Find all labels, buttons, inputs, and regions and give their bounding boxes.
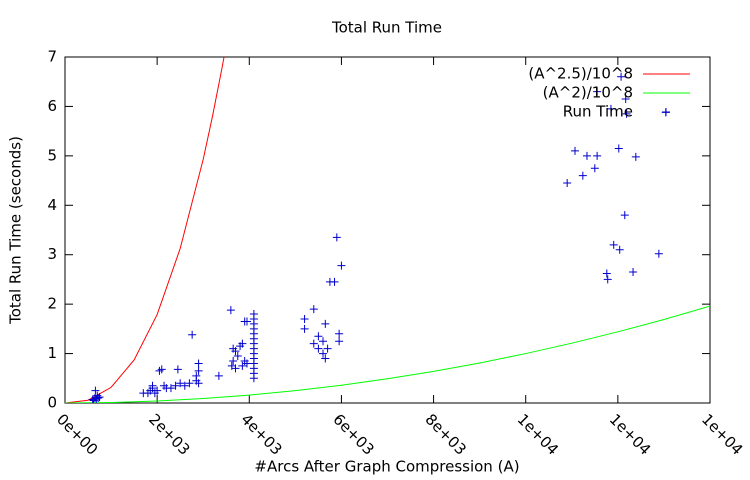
data-point xyxy=(238,361,247,370)
data-point xyxy=(176,379,185,388)
data-point xyxy=(180,381,189,390)
data-point xyxy=(91,386,100,395)
data-point xyxy=(231,364,240,373)
x-tick-label: 1e+04 xyxy=(514,410,562,458)
data-point xyxy=(332,233,341,242)
data-point xyxy=(319,337,327,346)
data-point xyxy=(319,349,327,358)
data-point xyxy=(609,240,618,249)
data-point xyxy=(603,275,612,284)
data-point xyxy=(249,310,258,319)
data-point xyxy=(335,337,344,346)
function-line xyxy=(65,305,710,403)
data-point xyxy=(654,249,663,258)
data-point xyxy=(242,359,251,368)
data-point xyxy=(602,269,611,278)
data-point xyxy=(323,344,332,353)
data-point xyxy=(300,314,309,323)
data-point xyxy=(314,332,323,341)
x-tick-label: 2e+03 xyxy=(145,410,193,458)
data-point xyxy=(314,344,323,353)
data-point xyxy=(157,365,166,374)
y-tick-label: 2 xyxy=(47,295,57,313)
data-point xyxy=(593,87,602,96)
y-tick-label: 5 xyxy=(47,146,57,164)
function-line xyxy=(65,57,225,403)
data-point xyxy=(233,352,242,361)
data-point xyxy=(631,152,640,161)
data-point xyxy=(620,211,629,220)
data-point xyxy=(229,356,238,365)
data-point xyxy=(563,179,572,188)
data-point xyxy=(94,394,103,403)
x-tick-label: 1e+04 xyxy=(698,410,746,458)
data-point xyxy=(300,324,309,333)
data-point xyxy=(321,319,330,328)
chart-title: Total Run Time xyxy=(331,19,442,37)
data-point xyxy=(171,381,180,390)
data-point xyxy=(153,386,162,395)
y-axis-label: Total Run Time (seconds) xyxy=(7,136,25,325)
data-point xyxy=(148,381,157,390)
y-tick-label: 6 xyxy=(47,97,57,115)
x-axis-label: #Arcs After Graph Compression (A) xyxy=(254,458,519,476)
data-point xyxy=(335,329,344,338)
data-point xyxy=(238,339,247,348)
y-tick-label: 7 xyxy=(47,48,57,66)
legend-label: Run Time xyxy=(563,103,633,121)
data-point xyxy=(606,104,615,113)
x-tick-label: 8e+03 xyxy=(422,410,470,458)
data-point xyxy=(621,95,630,104)
x-tick-label: 6e+03 xyxy=(329,410,377,458)
data-point xyxy=(95,393,104,402)
data-point xyxy=(226,306,235,315)
y-tick-label: 3 xyxy=(47,245,57,263)
data-point xyxy=(321,354,330,363)
data-point xyxy=(582,151,591,160)
data-point xyxy=(309,339,318,348)
y-tick-label: 4 xyxy=(47,196,57,214)
data-point xyxy=(309,305,318,314)
x-tick-label: 4e+03 xyxy=(237,410,285,458)
data-point xyxy=(622,109,631,118)
data-point xyxy=(173,365,182,374)
data-point xyxy=(242,317,251,326)
data-point xyxy=(166,384,175,393)
data-point xyxy=(185,379,194,388)
data-point xyxy=(330,277,339,286)
data-point xyxy=(194,379,203,388)
data-point xyxy=(188,330,197,339)
legend-label: (A^2)/10^8 xyxy=(543,84,633,102)
data-point xyxy=(571,146,580,155)
legend-swatch xyxy=(662,108,670,116)
data-point xyxy=(231,347,240,356)
data-point xyxy=(578,171,587,180)
data-point xyxy=(337,261,346,270)
x-tick-label: 1e+04 xyxy=(606,410,654,458)
data-point xyxy=(593,151,602,160)
y-tick-label: 1 xyxy=(47,344,57,362)
data-point xyxy=(194,366,203,375)
data-point xyxy=(194,359,203,368)
plot-frame xyxy=(64,56,711,404)
data-point xyxy=(214,371,223,380)
x-tick-label: 0e+00 xyxy=(53,410,101,458)
legend-label: (A^2.5)/10^8 xyxy=(528,65,633,83)
data-point xyxy=(617,72,626,81)
data-point xyxy=(629,268,638,277)
data-point xyxy=(615,245,624,254)
data-point xyxy=(88,395,97,403)
plot-area xyxy=(65,57,710,403)
data-point xyxy=(590,164,599,173)
data-point xyxy=(614,144,623,153)
y-tick-label: 0 xyxy=(47,394,57,412)
